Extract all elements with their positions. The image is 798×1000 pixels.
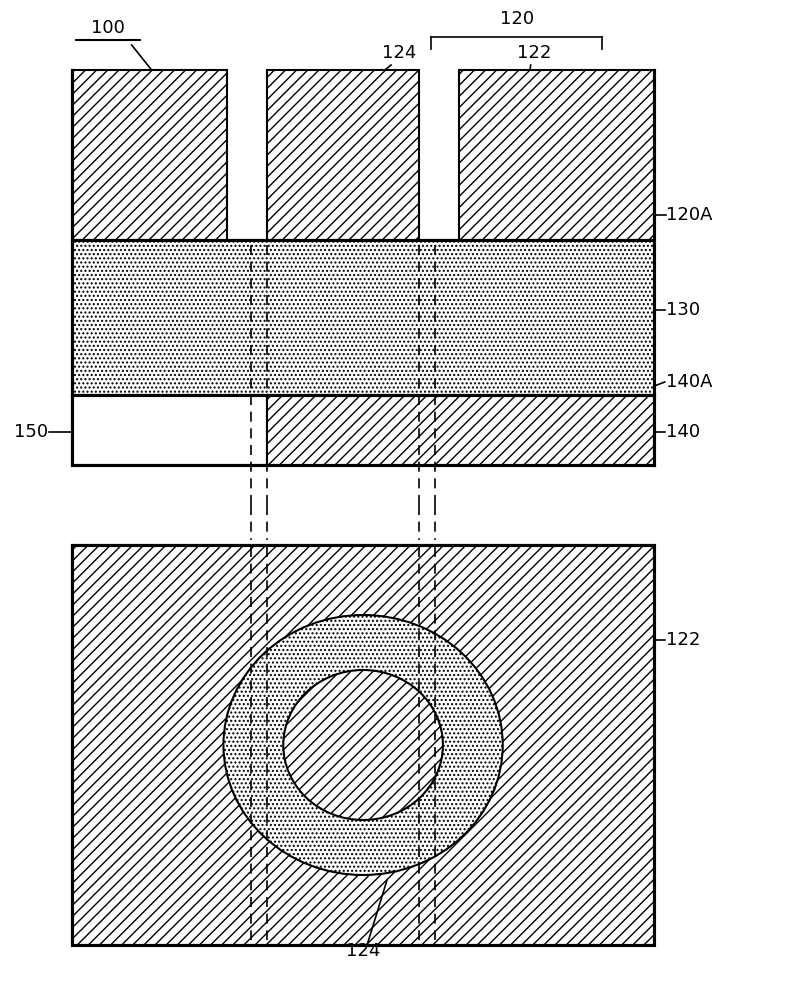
Text: 140: 140 [666,423,701,441]
Text: 124: 124 [346,942,381,960]
Ellipse shape [283,670,443,820]
Text: 150: 150 [14,423,48,441]
Bar [267,395,654,465]
Bar [72,395,267,465]
Ellipse shape [223,615,503,875]
Text: 120: 120 [500,10,534,28]
Bar [72,240,654,395]
Bar [459,70,654,240]
Text: 120A: 120A [666,206,713,224]
Text: 122: 122 [666,631,701,649]
Text: 130: 130 [666,301,701,319]
Bar [72,70,227,240]
Bar [72,545,654,945]
Text: 140A: 140A [666,373,713,391]
Text: 124: 124 [381,44,417,62]
Bar [267,70,419,240]
Text: 100: 100 [91,19,124,37]
Bar [72,545,654,945]
Text: 122: 122 [517,44,552,62]
